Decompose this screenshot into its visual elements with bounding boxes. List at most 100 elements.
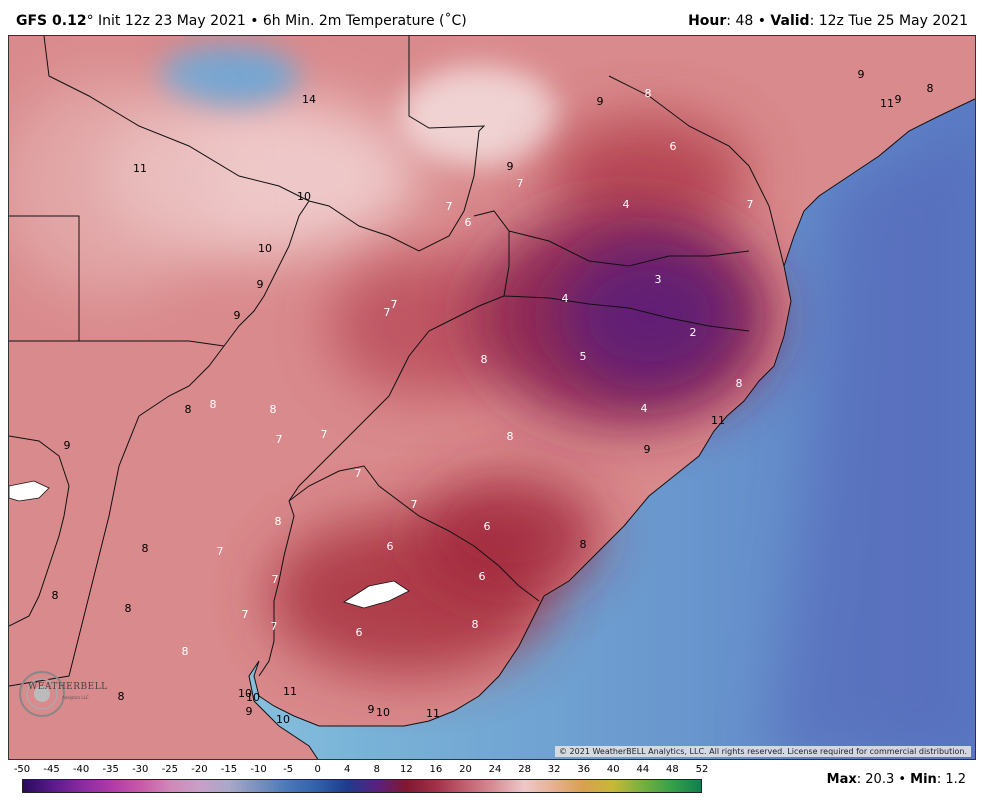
temperature-label: 9 bbox=[64, 439, 71, 452]
temperature-label: 10 bbox=[297, 190, 311, 203]
red-zone-northeast bbox=[549, 116, 749, 236]
legend-tick: -15 bbox=[220, 764, 238, 775]
max-value: : 20.3 • bbox=[856, 772, 911, 787]
legend-tick: 44 bbox=[636, 764, 650, 775]
deep-ocean-shade bbox=[769, 126, 975, 759]
logo-name: WEATHERBELL bbox=[28, 682, 108, 692]
temperature-label: 11 bbox=[283, 685, 297, 698]
temperature-label: 7 bbox=[391, 298, 398, 311]
temperature-label: 7 bbox=[446, 200, 453, 213]
temperature-label: 4 bbox=[562, 292, 569, 305]
max-min-readout: Max: 20.3 • Min: 1.2 bbox=[827, 772, 966, 787]
temperature-label: 9 bbox=[246, 705, 253, 718]
temperature-label: 7 bbox=[411, 498, 418, 511]
warm-zone-central bbox=[399, 66, 559, 166]
max-label: Max bbox=[826, 772, 857, 787]
temperature-label: 11 bbox=[880, 97, 894, 110]
temperature-label: 8 bbox=[142, 542, 149, 555]
temperature-label: 6 bbox=[356, 626, 363, 639]
temperature-label: 9 bbox=[368, 703, 375, 716]
temperature-label: 8 bbox=[182, 645, 189, 658]
temperature-label: 8 bbox=[645, 87, 652, 100]
temperature-label: 2 bbox=[690, 326, 697, 339]
legend-tick: -20 bbox=[191, 764, 208, 775]
temperature-label: 6 bbox=[670, 140, 677, 153]
temperature-label: 7 bbox=[217, 545, 224, 558]
temperature-label: 8 bbox=[927, 82, 934, 95]
legend-tick: 52 bbox=[695, 764, 709, 775]
temperature-label: 7 bbox=[272, 573, 279, 586]
temperature-label: 10 bbox=[238, 687, 252, 700]
model-name: GFS 0.12 bbox=[16, 13, 87, 29]
weatherbell-logo-icon bbox=[19, 671, 65, 717]
legend-tick: 24 bbox=[488, 764, 502, 775]
copyright-notice: © 2021 WeatherBELL Analytics, LLC. All r… bbox=[555, 746, 971, 757]
legend-tick: -45 bbox=[43, 764, 60, 775]
valid-label: Valid bbox=[770, 13, 810, 29]
legend-tick: -50 bbox=[13, 764, 31, 775]
temperature-label: 8 bbox=[507, 430, 514, 443]
west-lake bbox=[9, 480, 50, 502]
temperature-label: 10 bbox=[376, 706, 390, 719]
temperature-label: 8 bbox=[210, 398, 217, 411]
temperature-label: 7 bbox=[355, 467, 362, 480]
header-valid-time: Hour: 48 • Valid: 12z Tue 25 May 2021 bbox=[688, 13, 968, 29]
temperature-label: 8 bbox=[472, 618, 479, 631]
temperature-label: 11 bbox=[711, 414, 725, 427]
degree-mark: ° bbox=[86, 13, 94, 29]
temperature-label: 6 bbox=[387, 540, 394, 553]
legend-tick: 32 bbox=[547, 764, 561, 775]
valid-value: : 12z Tue 25 May 2021 bbox=[809, 13, 968, 29]
temperature-label: 9 bbox=[597, 95, 604, 108]
temperature-label: 6 bbox=[484, 520, 491, 533]
temperature-label: 8 bbox=[580, 538, 587, 551]
temperature-label: 8 bbox=[52, 589, 59, 602]
hour-value: : 48 • bbox=[726, 13, 771, 29]
temperature-label: 3 bbox=[655, 273, 662, 286]
red-zone-southeast bbox=[419, 476, 599, 596]
legend-ticks: -50 -45 -40 -35 -30 -25 -20 -15 -10 -5 0 4 8 12 16 20 24… bbox=[14, 764, 709, 776]
legend-colorbar bbox=[22, 779, 702, 793]
legend-tick: 0 bbox=[314, 764, 321, 775]
legend-tick: -25 bbox=[161, 764, 178, 775]
temperature-label: 7 bbox=[276, 433, 283, 446]
temperature-label: 8 bbox=[736, 377, 743, 390]
hour-label: Hour bbox=[688, 13, 727, 29]
temperature-label: 11 bbox=[426, 707, 440, 720]
legend-tick: 4 bbox=[344, 764, 351, 775]
temperature-label: 9 bbox=[257, 278, 264, 291]
temperature-label: 7 bbox=[384, 306, 391, 319]
temperature-label: 14 bbox=[302, 93, 316, 106]
temperature-label: 8 bbox=[125, 602, 132, 615]
legend-tick: 28 bbox=[518, 764, 531, 775]
legend-tick: 20 bbox=[459, 764, 472, 775]
temperature-label: 7 bbox=[747, 198, 754, 211]
legend-tick: 36 bbox=[577, 764, 591, 775]
temperature-label: 9 bbox=[644, 443, 651, 456]
cold-spot-north bbox=[159, 46, 299, 106]
coastline bbox=[248, 98, 975, 759]
temperature-label: 7 bbox=[321, 428, 328, 441]
temperature-label: 11 bbox=[133, 162, 147, 175]
cold-core-inner bbox=[559, 241, 739, 391]
legend-tick: 40 bbox=[606, 764, 620, 775]
color-legend: -50 -45 -40 -35 -30 -25 -20 -15 -10 -5 0 4 8 12 16 20 24… bbox=[14, 764, 709, 794]
legend-tick: -40 bbox=[72, 764, 90, 775]
temperature-label: 8 bbox=[275, 515, 282, 528]
temperature-map[interactable]: 14 9 8 9 11 9 8 11 6 9 7 10 7 4 7 6 10 9 3 4 9 7 7 2 8 5 8 8 8 8 4 7 7 11… bbox=[8, 35, 976, 760]
temperature-label: 9 bbox=[234, 309, 241, 322]
temperature-label: 4 bbox=[641, 402, 648, 415]
temperature-label: 10 bbox=[276, 713, 290, 726]
temperature-label: 8 bbox=[270, 403, 277, 416]
min-value: : 1.2 bbox=[936, 772, 966, 787]
logo-sub: Analytics LLC bbox=[62, 695, 89, 700]
legend-tick: -30 bbox=[132, 764, 149, 775]
min-label: Min bbox=[910, 772, 937, 787]
temperature-label: 8 bbox=[185, 403, 192, 416]
legend-tick: 8 bbox=[373, 764, 380, 775]
legend-tick: -10 bbox=[250, 764, 267, 775]
warm-zone-west bbox=[9, 76, 219, 296]
legend-tick: 48 bbox=[666, 764, 679, 775]
